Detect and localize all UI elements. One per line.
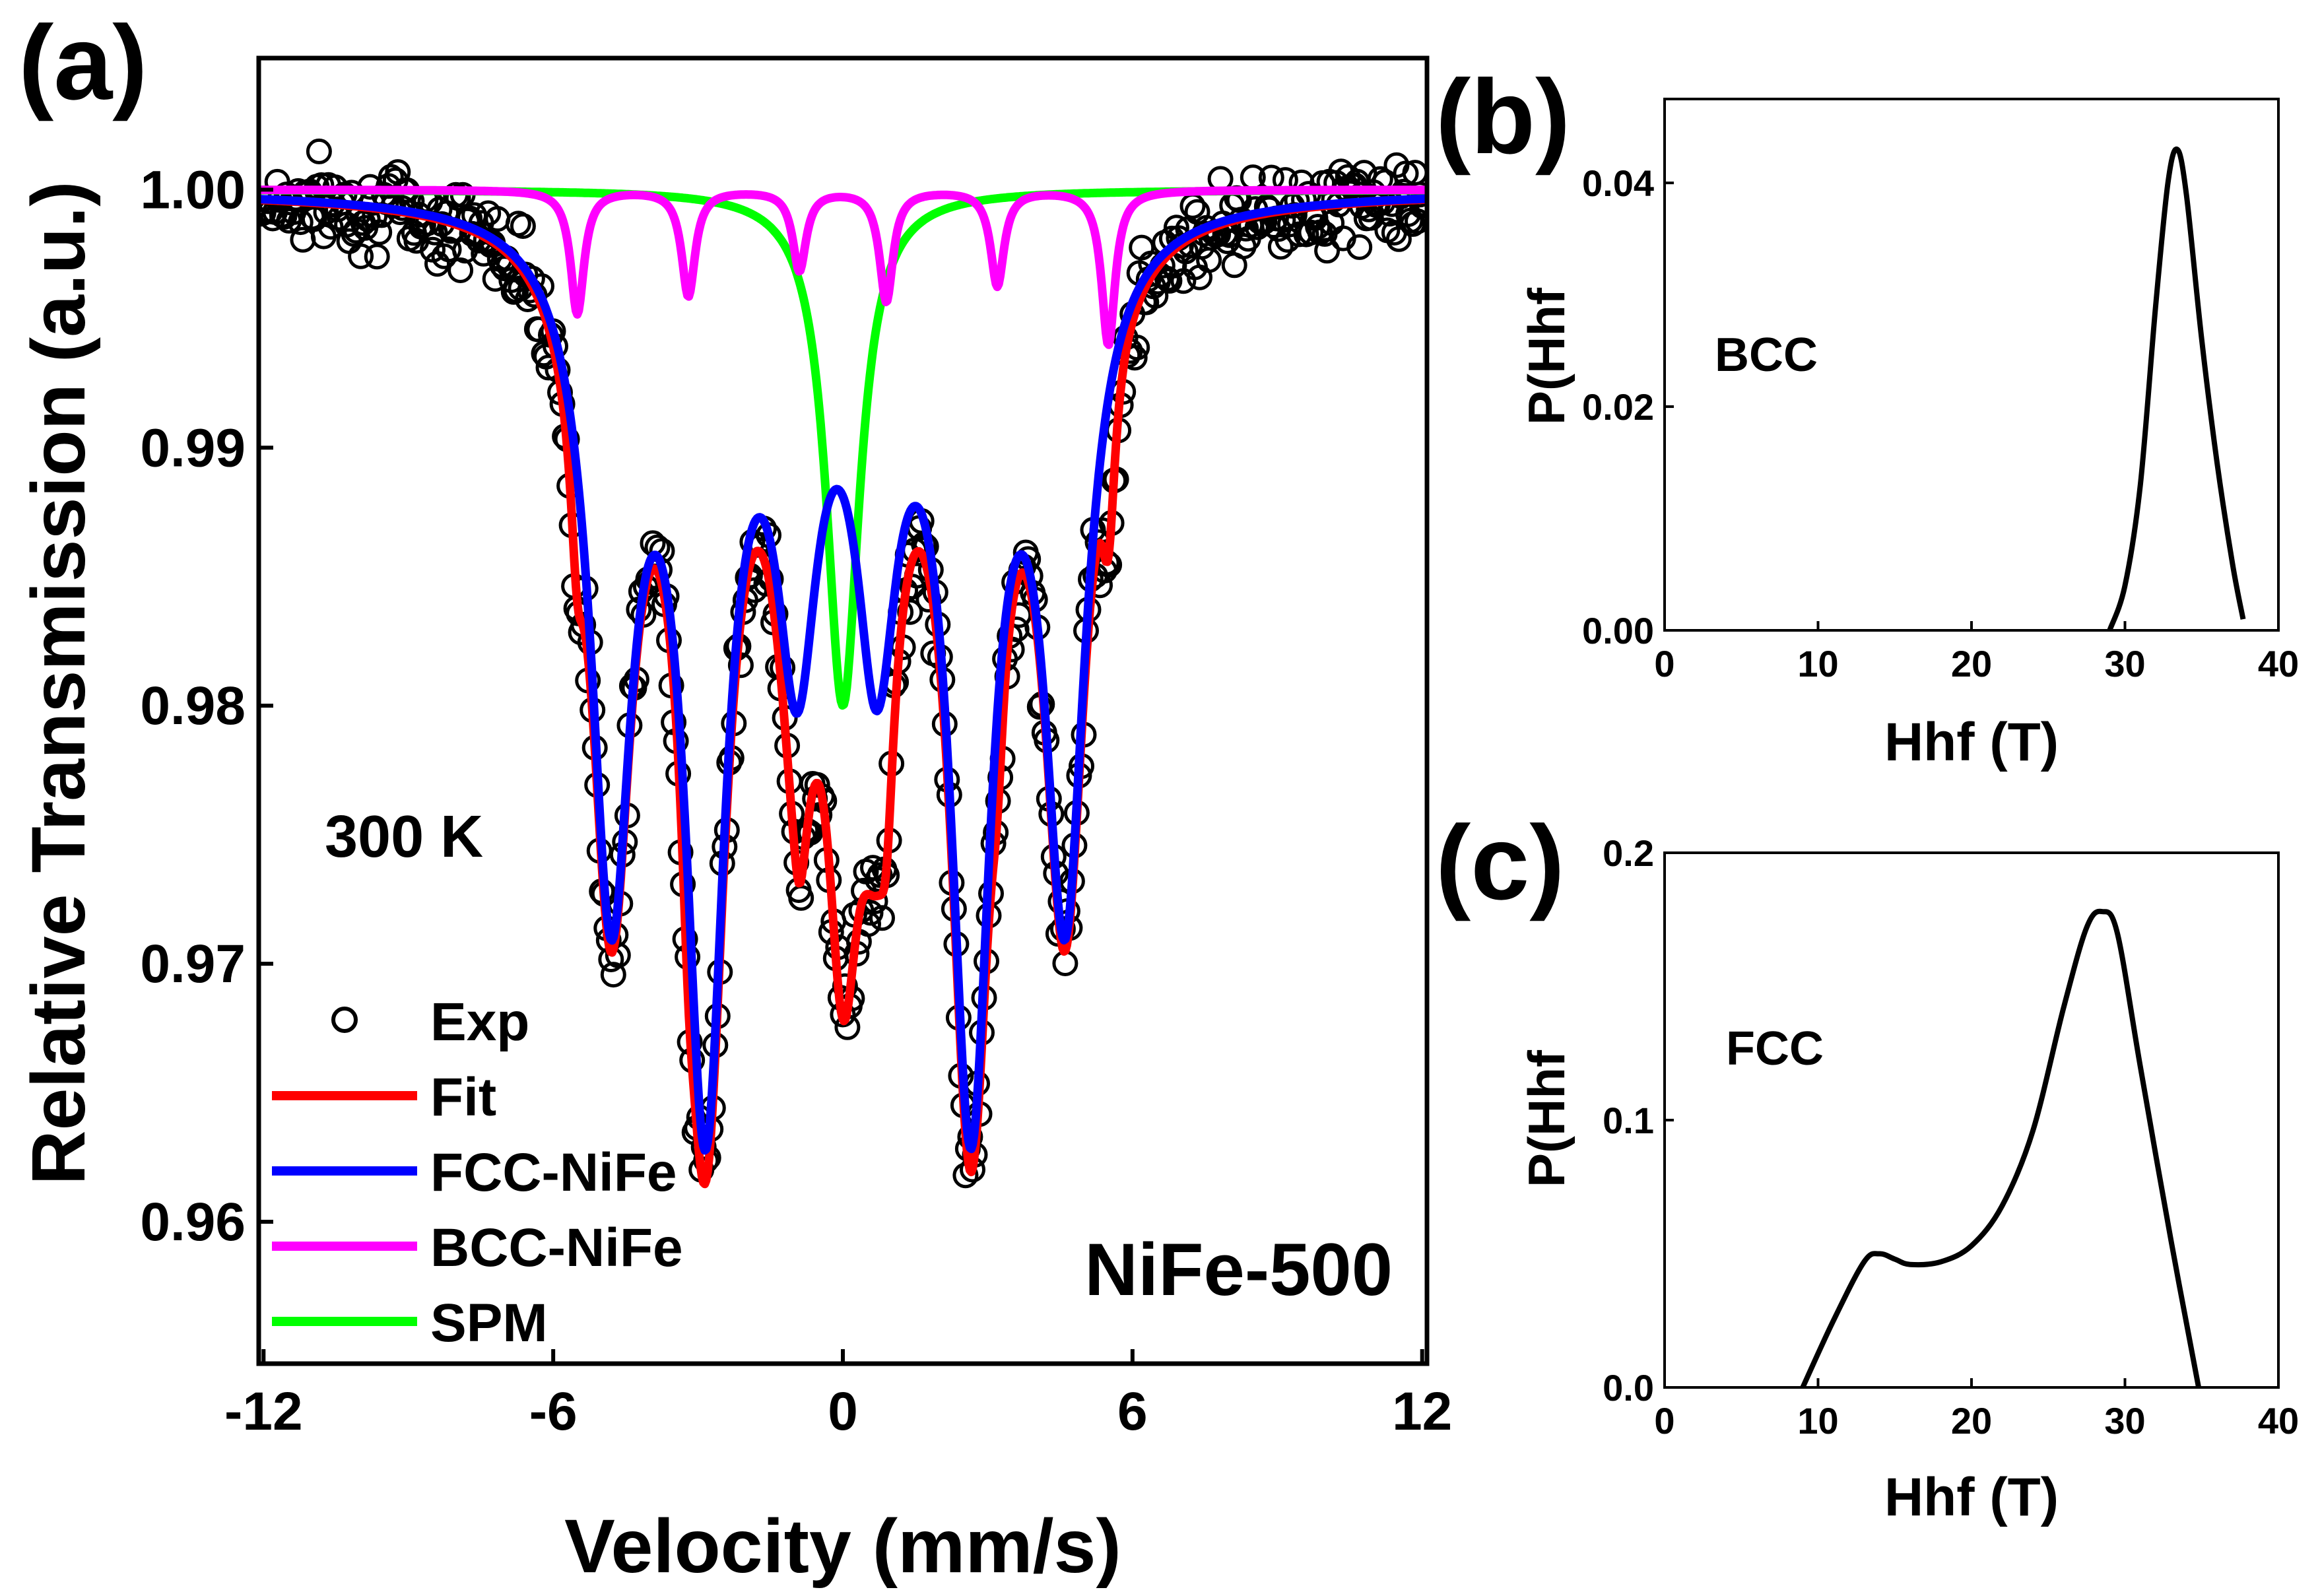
panel-c-xlabel: Hhf (T): [1884, 1467, 2059, 1527]
panel-b-x-tick-label: 20: [1951, 643, 1992, 684]
exp-point: [804, 772, 830, 798]
legend-label-fcc: FCC-NiFe: [430, 1143, 677, 1203]
legend-label-spm: SPM: [430, 1293, 548, 1353]
y-tick-label: 0.98: [140, 676, 246, 736]
panel-a-chart: -12 -6 0 6 12 0.96 0.97 0.98 0.99 1.00 Velocity (…: [17, 55, 1452, 1589]
panel-b-ylabel: P(Hhf: [1517, 287, 1575, 425]
panel-b-y-tick-label: 0.00: [1582, 610, 1654, 651]
exp-point: [1298, 219, 1324, 246]
exp-point: [366, 219, 393, 246]
legend: Exp Fit FCC-NiFe BCC-NiFe SPM: [272, 992, 683, 1353]
panel-c-y-tick-label: 0.1: [1603, 1100, 1654, 1141]
exp-point: [364, 244, 390, 270]
x-tick-label: 12: [1392, 1381, 1452, 1442]
x-tick-label: 0: [828, 1381, 858, 1442]
panel-b-distribution-curve: [2107, 147, 2246, 632]
exp-point: [1275, 226, 1301, 253]
panel-c-x-tick-label: 30: [2104, 1400, 2145, 1442]
panel-b-chart: 0 10 20 30 40 0.00 0.02 0.04 Hhf (T) P(Hhf BCC: [1517, 98, 2299, 772]
exp-point: [348, 243, 374, 269]
exp-point: [308, 172, 335, 198]
panel-c-ylabel: P(Hhf: [1517, 1049, 1575, 1187]
annotation-300k: 300 K: [325, 804, 483, 870]
annotation-sample-name: NiFe-500: [1084, 1228, 1393, 1311]
exp-point: [287, 209, 314, 236]
panel-c-distribution-curve: [1800, 908, 2202, 1389]
exp-point: [436, 236, 462, 263]
exp-point: [1267, 234, 1294, 260]
panel-c-x-tick-label: 0: [1654, 1400, 1674, 1442]
panel-b-x-tick-label: 40: [2258, 643, 2299, 684]
exp-point: [1154, 265, 1180, 292]
exp-point: [1346, 234, 1373, 260]
exp-point: [510, 213, 536, 239]
panel-c-frame: [1663, 851, 2280, 1389]
panel-b-y-tick-label: 0.02: [1582, 386, 1654, 428]
legend-label-fit: Fit: [430, 1067, 496, 1127]
panel-b-xlabel: Hhf (T): [1884, 712, 2059, 772]
y-tick-label: 0.96: [140, 1192, 246, 1252]
panel-label-b: (b): [1436, 57, 1570, 176]
panel-c-y-tick-label: 0.0: [1603, 1367, 1654, 1409]
fcc-line: [259, 194, 1427, 1155]
panel-b-y-tick-label: 0.04: [1582, 162, 1654, 204]
panel-b-x-tick-label: 0: [1654, 643, 1674, 684]
exp-point: [306, 138, 332, 164]
legend-label-bcc: BCC-NiFe: [430, 1218, 683, 1278]
panel-c-x-tick-label: 20: [1951, 1400, 1992, 1442]
panel-a-xlabel: Velocity (mm/s): [564, 1504, 1121, 1589]
x-tick-label: 6: [1117, 1381, 1148, 1442]
exp-point: [1405, 208, 1427, 234]
panel-b-x-tick-label: 10: [1797, 643, 1838, 684]
panel-label-c: (c): [1436, 803, 1565, 921]
panel-c-x-tick-label: 10: [1797, 1400, 1838, 1442]
panel-c-y-tick-label: 0.2: [1603, 832, 1654, 874]
y-tick-label: 1.00: [140, 160, 246, 220]
panel-label-a: (a): [18, 3, 148, 121]
y-tick-label: 0.99: [140, 418, 246, 478]
panel-a-ylabel: Relative Transmission (a.u.): [17, 181, 101, 1185]
exp-point: [600, 962, 626, 988]
spm-line: [259, 185, 1427, 710]
x-tick-label: -12: [224, 1381, 303, 1442]
panel-c-chart: 0 10 20 30 40 0.0 0.1 0.2 Hhf (T) P(Hhf FCC: [1517, 832, 2299, 1527]
panel-b-annotation: BCC: [1715, 329, 1818, 382]
exp-point: [1314, 238, 1341, 264]
bcc-line: [259, 185, 1427, 349]
exp-point: [1385, 226, 1412, 252]
x-tick-label: -6: [529, 1381, 578, 1442]
exp-point: [1393, 160, 1419, 187]
panel-b-x-tick-label: 30: [2104, 643, 2145, 684]
exp-point: [1156, 267, 1183, 294]
legend-label-exp: Exp: [430, 992, 529, 1052]
exp-point: [1196, 247, 1222, 273]
legend-marker-exp: [331, 1007, 358, 1033]
y-tick-label: 0.97: [140, 934, 246, 994]
exp-point: [867, 862, 893, 888]
exp-point: [869, 905, 895, 931]
panel-c-x-tick-label: 40: [2258, 1400, 2299, 1442]
panel-c-annotation: FCC: [1726, 1022, 1824, 1075]
